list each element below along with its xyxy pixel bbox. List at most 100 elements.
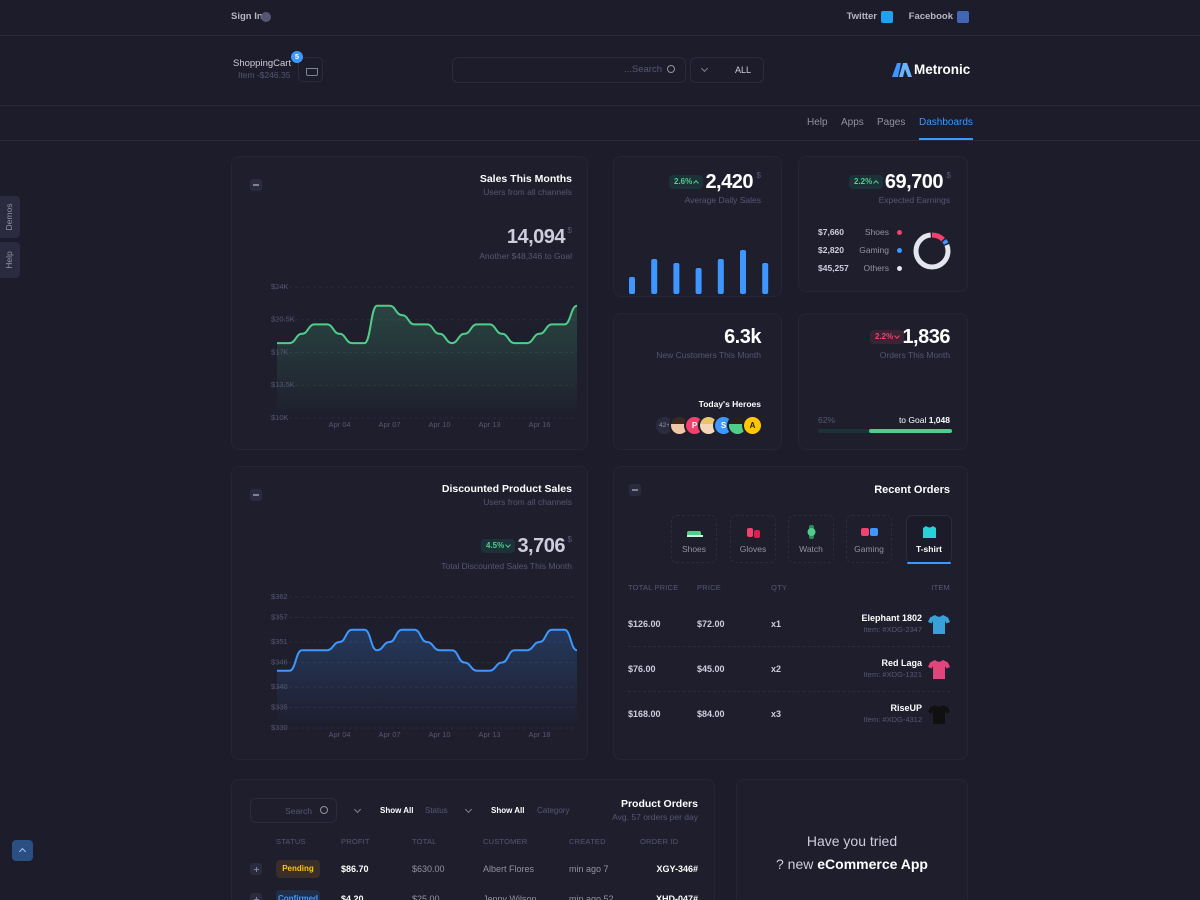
tab[interactable]: Watch (788, 515, 834, 563)
nav-underline (919, 138, 973, 140)
card-value: 3,706 (517, 535, 565, 557)
tab[interactable]: T-shirt (906, 515, 952, 564)
y-tick-label: $362 (271, 592, 288, 601)
card-label: Orders This Month (879, 350, 950, 360)
table-cell: $4.20 (341, 894, 364, 900)
bar (673, 263, 680, 294)
divider (0, 105, 1200, 106)
search-box[interactable] (250, 798, 337, 823)
status-badge: Pending (276, 860, 320, 878)
promo-strong: eCommerce App (817, 856, 928, 872)
tab-icon (861, 528, 878, 536)
nav-item[interactable]: Dashboards (919, 117, 973, 128)
menu-button[interactable] (250, 489, 262, 501)
column-header: QTY (771, 583, 788, 592)
icon-shape (687, 535, 703, 537)
price: $84.00 (697, 709, 725, 719)
twitter-link[interactable]: Twitter (846, 11, 877, 22)
discount-chart: $362 $357 $351 $346 $340 $335 $330 Apr 04 Apr 07… (271, 592, 578, 739)
divider (0, 140, 1200, 141)
customers-card: 6.3k New Customers This Month Today's He… (613, 313, 782, 450)
avatar[interactable]: A (742, 415, 763, 436)
card-value: 1,836 (902, 326, 950, 348)
nav-item[interactable]: Pages (877, 117, 906, 128)
tab[interactable]: Shoes (671, 515, 717, 563)
card-value: 14,094 (506, 226, 566, 248)
tab-icon (923, 526, 936, 538)
currency: $ (756, 171, 761, 180)
earnings-card: 2.2% 69,700 $ Expected Earnings $7,660 Sh… (798, 156, 968, 292)
item-image (928, 615, 950, 634)
y-tick-label: $20.5K (271, 315, 295, 324)
card-title: Recent Orders (874, 484, 950, 496)
expand-button[interactable] (250, 893, 262, 900)
filter-select[interactable] (690, 57, 764, 83)
item-name: RiseUP (890, 703, 922, 713)
legend-label: Others (863, 263, 889, 273)
legend-label: Gaming (859, 245, 889, 255)
table-cell: Jenny Wilson (483, 894, 537, 900)
tab-icon (687, 531, 703, 537)
x-tick-label: Apr 18 (528, 730, 550, 739)
sign-in[interactable]: Sign In (231, 11, 263, 22)
card-value: 6.3k (724, 326, 761, 348)
search-placeholder: ...Search (623, 64, 662, 75)
price: $45.00 (697, 664, 725, 674)
daily-sales-card: 2.6% 2,420 $ Average Daily Sales (613, 156, 782, 297)
side-tab[interactable]: Demos (0, 196, 20, 238)
badge-text: 4.5% (486, 541, 505, 550)
logo-mark (892, 63, 912, 77)
filter-value[interactable]: Show All (491, 806, 525, 815)
item-sku: Item: #XDG-2347 (863, 625, 922, 634)
trend-badge: 4.5% (481, 539, 516, 553)
tab[interactable]: Gaming (846, 515, 892, 563)
menu-button[interactable] (250, 179, 262, 191)
twitter-icon (881, 11, 893, 23)
side-tab[interactable]: Help (0, 242, 20, 278)
progress-fill (868, 429, 952, 433)
facebook-link[interactable]: Facebook (908, 11, 953, 22)
earnings-donut (913, 232, 951, 270)
item-sku: Item: #XDG-4312 (863, 715, 922, 724)
column-header: ORDER ID (640, 837, 679, 846)
icon-shape (870, 528, 878, 536)
y-tick-label: $351 (271, 637, 288, 646)
search-box[interactable] (452, 57, 686, 83)
filter-value[interactable]: Show All (380, 806, 414, 815)
card-label: New Customers This Month (656, 350, 761, 360)
column-header: CUSTOMER (483, 837, 528, 846)
scroll-top[interactable] (12, 840, 33, 861)
nav-item[interactable]: Apps (841, 117, 864, 128)
icon-shape (754, 530, 760, 538)
expand-button[interactable] (250, 863, 262, 875)
promo-card: Have you tried ? new eCommerce App (736, 779, 968, 900)
cart-icon (306, 68, 318, 76)
goal-label: to Goal (898, 415, 927, 425)
x-tick-label: Apr 13 (478, 420, 500, 429)
table-cell: $25.00 (412, 894, 440, 900)
nav-item[interactable]: Help (807, 117, 828, 128)
promo-line: Have you tried (806, 833, 898, 849)
tab-label: Gloves (739, 544, 767, 554)
table-cell: XGY-346# (656, 864, 698, 874)
logo-shape (892, 63, 901, 77)
x-tick-label: Apr 10 (428, 730, 450, 739)
legend-dot (897, 247, 902, 253)
heroes-title: Today's Heroes (698, 399, 761, 409)
column-header: PRICE (697, 583, 721, 592)
legend-dot (897, 265, 902, 271)
icon-shape (923, 526, 936, 538)
trend-badge: 2.2% (849, 175, 884, 189)
promo-line: ? new eCommerce App (737, 855, 967, 873)
card-title: Discounted Product Sales (441, 483, 572, 495)
tab-icon (747, 528, 760, 538)
legend-value: $2,820 (818, 245, 844, 255)
search-placeholder: Search (285, 806, 312, 816)
menu-button[interactable] (629, 484, 641, 496)
quantity: x1 (771, 619, 782, 629)
card-title: Product Orders (620, 798, 698, 810)
x-tick-label: Apr 04 (328, 730, 350, 739)
cart-button[interactable] (298, 57, 323, 82)
tab[interactable]: Gloves (730, 515, 776, 563)
